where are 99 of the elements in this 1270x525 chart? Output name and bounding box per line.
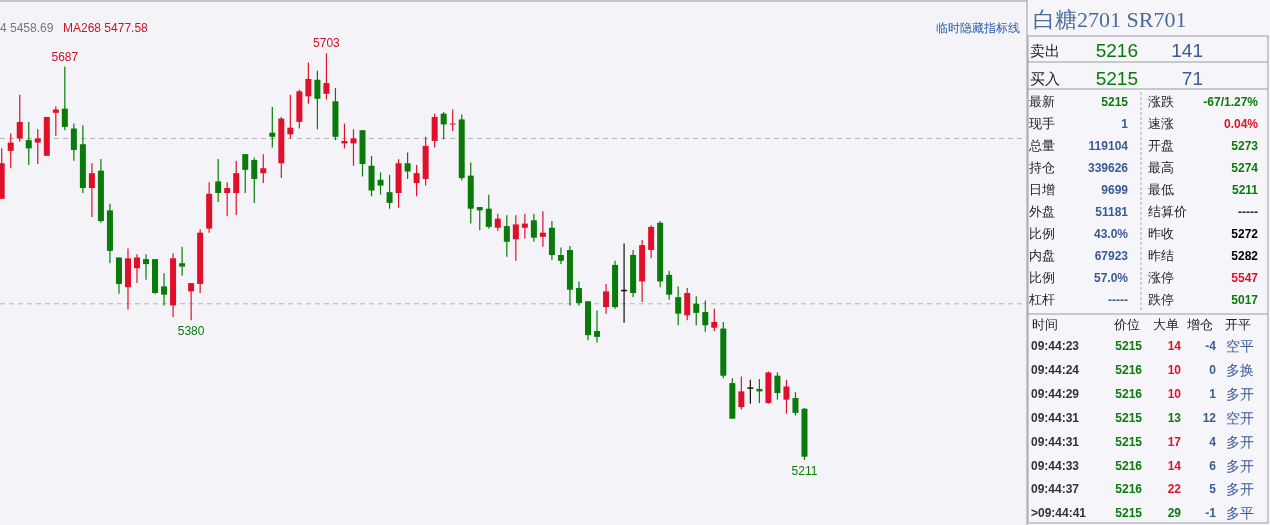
text: 跌停 bbox=[1148, 292, 1174, 307]
text: 4 5458.69 bbox=[0, 21, 54, 35]
text: 0.04% bbox=[1223, 117, 1259, 131]
text: 5216 bbox=[1115, 386, 1143, 401]
text: 5273 bbox=[1231, 139, 1259, 153]
text: 开平 bbox=[1225, 317, 1251, 332]
text: 最新 bbox=[1029, 94, 1055, 109]
text: 29 bbox=[1167, 506, 1182, 521]
text: 杠杆 bbox=[1028, 292, 1055, 307]
text: 6 bbox=[1209, 458, 1217, 473]
text: -4 bbox=[1205, 339, 1217, 353]
text: 4 bbox=[1209, 434, 1217, 449]
text: 多平 bbox=[1226, 505, 1254, 522]
text: 空开 bbox=[1226, 409, 1254, 426]
text: 5215 bbox=[1115, 506, 1143, 521]
text: 09:44:33 bbox=[1031, 458, 1080, 473]
text: 外盘 bbox=[1029, 204, 1055, 219]
text: 大单 bbox=[1153, 317, 1179, 332]
text: 持仓 bbox=[1029, 160, 1055, 175]
text: 51181 bbox=[1095, 205, 1129, 219]
text: -1 bbox=[1205, 506, 1217, 521]
text: 最高 bbox=[1148, 160, 1174, 175]
text: 空平 bbox=[1226, 338, 1254, 354]
text: 09:44:37 bbox=[1031, 482, 1080, 497]
annotation: 5687 bbox=[51, 49, 79, 64]
text: 5547 bbox=[1231, 271, 1259, 285]
text: 43.0% bbox=[1093, 227, 1129, 241]
text: 开盘 bbox=[1148, 138, 1174, 153]
text: 09:44:31 bbox=[1031, 434, 1080, 449]
text: 5 bbox=[1209, 482, 1217, 497]
text: 10 bbox=[1167, 362, 1182, 377]
text: 09:44:24 bbox=[1031, 362, 1080, 377]
text: 总量 bbox=[1028, 138, 1055, 153]
text: 67923 bbox=[1094, 249, 1129, 263]
text: 09:44:23 bbox=[1031, 339, 1080, 353]
text: 涨跌 bbox=[1148, 94, 1174, 109]
text: 14 bbox=[1167, 458, 1182, 473]
text: 涨停 bbox=[1148, 270, 1174, 285]
text: 5272 bbox=[1231, 227, 1259, 241]
text: 结算价 bbox=[1148, 204, 1187, 219]
text: 5216 bbox=[1115, 362, 1143, 377]
text: 时间 bbox=[1032, 317, 1058, 332]
text: 多开 bbox=[1226, 457, 1254, 474]
text: 现手 bbox=[1029, 116, 1055, 131]
text: 13 bbox=[1167, 410, 1182, 425]
text: 5215 bbox=[1115, 339, 1143, 353]
annotation: 5380 bbox=[177, 324, 205, 339]
text: 昨收 bbox=[1148, 226, 1174, 241]
text: 119104 bbox=[1088, 139, 1129, 153]
text: 9699 bbox=[1101, 183, 1129, 197]
text: 339626 bbox=[1087, 161, 1129, 175]
annotation: 5703 bbox=[313, 36, 341, 51]
text: 最低 bbox=[1148, 182, 1174, 197]
text: -67/1.27% bbox=[1203, 95, 1259, 109]
text: 5215 bbox=[1095, 68, 1138, 89]
text: 5017 bbox=[1231, 293, 1259, 307]
text: 5282 bbox=[1231, 249, 1259, 263]
text: 比例 bbox=[1029, 270, 1055, 285]
text: 5216 bbox=[1095, 40, 1138, 61]
text: >09:44:41 bbox=[1031, 506, 1087, 521]
text: ----- bbox=[1108, 293, 1128, 307]
text: 昨结 bbox=[1148, 248, 1174, 263]
text: 内盘 bbox=[1029, 248, 1055, 263]
text: 14 bbox=[1167, 339, 1182, 353]
text: 17 bbox=[1167, 434, 1182, 449]
text: 09:44:31 bbox=[1031, 410, 1080, 425]
text: 0 bbox=[1209, 362, 1217, 377]
text: 71 bbox=[1181, 68, 1203, 89]
text: 多换 bbox=[1226, 361, 1254, 378]
text: 白糖2701 SR701 bbox=[1033, 7, 1187, 32]
text: 卖出 bbox=[1030, 42, 1060, 59]
text: 141 bbox=[1171, 40, 1203, 61]
text: 5215 bbox=[1101, 95, 1129, 109]
text: 多开 bbox=[1226, 385, 1254, 402]
text: 买入 bbox=[1030, 70, 1060, 87]
text: 12 bbox=[1202, 410, 1217, 425]
text: 09:44:29 bbox=[1031, 386, 1080, 401]
text: 1 bbox=[1209, 386, 1217, 401]
text: 5215 bbox=[1115, 434, 1143, 449]
text: 5274 bbox=[1231, 161, 1259, 175]
text: 5216 bbox=[1115, 482, 1143, 497]
text: ----- bbox=[1238, 205, 1258, 219]
text: 速涨 bbox=[1148, 116, 1174, 131]
text: 5211 bbox=[1231, 183, 1259, 197]
text: 价位 bbox=[1113, 317, 1140, 332]
text: 比例 bbox=[1029, 226, 1055, 241]
text: 临时隐藏指标线 bbox=[936, 21, 1020, 35]
text: 多开 bbox=[1226, 481, 1254, 498]
text: MA268 5477.58 bbox=[63, 21, 149, 35]
text: 5215 bbox=[1115, 410, 1143, 425]
text: 多开 bbox=[1226, 433, 1254, 450]
text: 1 bbox=[1121, 117, 1129, 131]
text: 10 bbox=[1167, 386, 1182, 401]
annotation: 5211 bbox=[791, 464, 818, 478]
text: 增仓 bbox=[1186, 317, 1213, 332]
text: 日增 bbox=[1029, 182, 1055, 197]
text: 57.0% bbox=[1093, 271, 1129, 285]
text: 22 bbox=[1167, 482, 1182, 497]
text: 5216 bbox=[1115, 458, 1143, 473]
